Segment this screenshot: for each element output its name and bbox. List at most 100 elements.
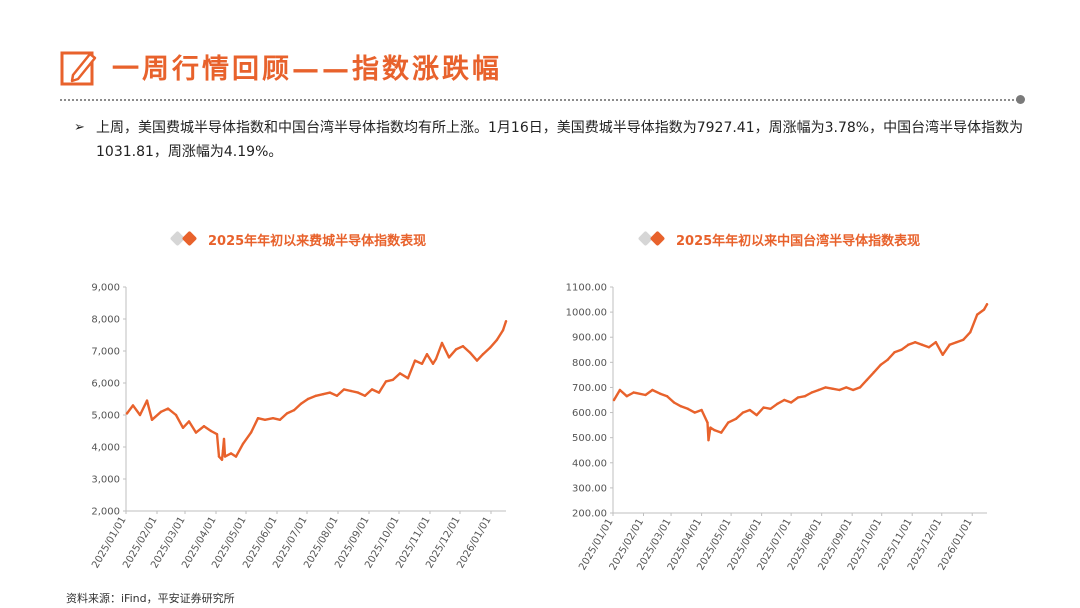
data-point: [644, 393, 647, 397]
bullet-arrow-icon: ➢: [74, 120, 85, 135]
data-point: [271, 417, 275, 420]
data-point: [256, 417, 260, 420]
data-point: [234, 455, 238, 458]
data-point: [810, 391, 814, 394]
data-point: [501, 329, 505, 332]
series-line: [125, 320, 508, 462]
data-point: [488, 346, 492, 349]
data-point: [398, 372, 402, 375]
data-point: [693, 411, 696, 414]
data-point: [306, 397, 310, 401]
data-point: [504, 320, 508, 323]
data-point: [865, 378, 869, 382]
y-tick-label: 200.00: [572, 509, 607, 520]
data-point: [838, 388, 841, 392]
data-point: [495, 338, 499, 341]
data-point: [356, 391, 360, 394]
data-point: [461, 345, 465, 348]
page-title: 一周行情回顾——指数涨跌幅: [112, 54, 502, 85]
data-point: [845, 386, 848, 389]
data-point: [384, 380, 388, 383]
data-point: [913, 341, 917, 344]
data-point: [872, 371, 876, 374]
data-point: [328, 391, 332, 394]
data-point: [166, 407, 170, 410]
data-point: [440, 341, 444, 345]
taiwan-semi-index-chart: 200.00 300.00 400.00 500.00 600.00 700.00 800.…: [566, 283, 989, 572]
data-point: [920, 343, 924, 346]
data-point: [150, 418, 154, 421]
data-point: [982, 308, 986, 311]
divider-end-dot: [1016, 95, 1025, 104]
data-point: [299, 402, 303, 405]
data-point: [907, 343, 910, 346]
data-point: [138, 413, 142, 417]
data-point: [879, 363, 882, 367]
data-point: [241, 442, 245, 445]
y-tick-label: 1100.00: [566, 283, 607, 294]
data-point: [349, 389, 353, 393]
data-point: [726, 421, 730, 424]
data-point: [700, 408, 703, 412]
data-point: [720, 431, 723, 434]
data-point: [209, 429, 213, 433]
y-tick-label: 900.00: [572, 333, 607, 344]
data-point: [632, 391, 635, 394]
data-point: [748, 408, 752, 412]
data-point: [217, 455, 221, 458]
data-point: [215, 433, 219, 436]
data-point: [824, 386, 827, 389]
series-line: [612, 303, 989, 442]
y-tick-label: 1000.00: [566, 308, 607, 319]
y-tick-label: 8,000: [91, 315, 120, 326]
data-point: [425, 353, 429, 356]
data-point: [665, 395, 669, 398]
data-point: [612, 398, 616, 402]
data-point: [447, 356, 451, 359]
data-point: [249, 431, 253, 434]
data-point: [285, 412, 289, 415]
data-point: [672, 401, 676, 404]
data-point: [927, 346, 931, 349]
data-point: [707, 438, 710, 442]
data-point: [762, 406, 765, 409]
y-tick-label: 600.00: [572, 408, 607, 419]
data-point: [962, 338, 965, 341]
data-point: [454, 348, 458, 351]
data-point: [783, 398, 786, 402]
sox-index-chart: 2,000 3,000 4,000 5,000 6,000 7,000 8,000 9,000…: [90, 283, 508, 570]
data-point: [278, 418, 282, 421]
data-point: [342, 388, 346, 391]
data-point: [886, 358, 889, 362]
data-point: [220, 458, 224, 461]
data-point: [406, 377, 410, 380]
data-point: [679, 405, 683, 408]
y-tick-label: 3,000: [91, 475, 120, 486]
data-point: [796, 396, 800, 399]
y-tick-label: 400.00: [572, 458, 607, 469]
data-point: [263, 418, 267, 421]
data-point: [181, 426, 185, 429]
summary-text: 上周，美国费城半导体指数和中国台湾半导体指数均有所上涨。1月16日，美国费城半导…: [96, 120, 1024, 160]
data-point: [969, 331, 972, 334]
chart-1-title: 2025年年初以来费城半导体指数表现: [169, 228, 426, 250]
data-point: [391, 378, 395, 381]
data-point: [377, 391, 381, 394]
data-point: [659, 392, 662, 395]
title-divider: [60, 99, 1018, 101]
y-tick-label: 800.00: [572, 358, 607, 369]
data-point: [713, 428, 716, 432]
data-point: [363, 394, 367, 397]
data-point: [194, 431, 198, 434]
data-point: [789, 401, 793, 404]
data-point: [831, 387, 834, 390]
data-point: [475, 359, 479, 362]
chart-2-title-text: 2025年年初以来中国台湾半导体指数表现: [676, 233, 921, 249]
data-point: [321, 393, 325, 396]
data-point: [481, 353, 485, 356]
y-tick-label: 2,000: [91, 507, 120, 518]
data-point: [187, 420, 191, 423]
data-point: [159, 410, 163, 413]
data-point: [975, 313, 979, 316]
data-point: [335, 394, 339, 397]
